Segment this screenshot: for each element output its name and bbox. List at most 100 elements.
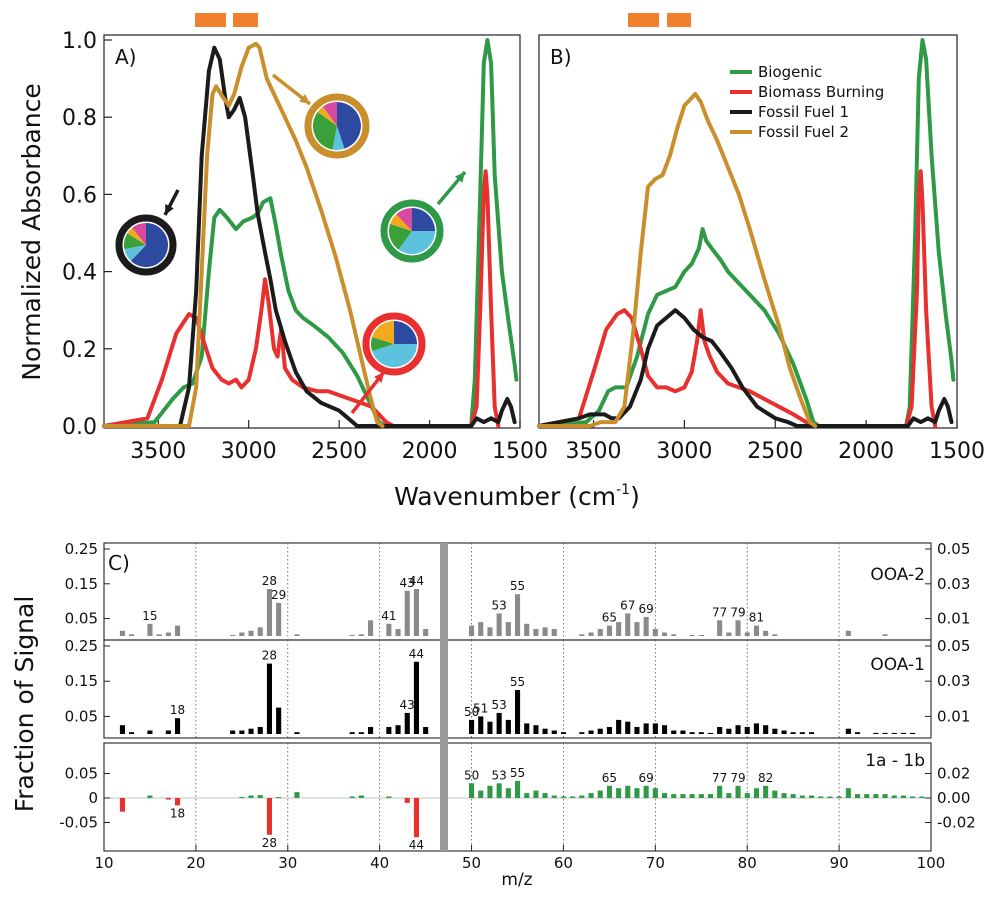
x-axis-title-base: Wavenumber (cm [394, 482, 616, 511]
x-tick-label-bottom: 70 [646, 854, 665, 872]
bar-mz-80 [744, 727, 750, 734]
bar-mz-59 [551, 629, 557, 636]
bar-mz-77 [717, 620, 723, 636]
bar-mz-87 [809, 795, 815, 798]
peak-label-mz-44: 44 [409, 647, 424, 661]
bar-mz-62 [579, 795, 585, 798]
peak-label-mz-50: 50 [464, 705, 479, 719]
bar-mz-57 [533, 725, 539, 734]
peak-label-mz-65: 65 [602, 771, 617, 785]
bar-mz-68 [634, 622, 640, 636]
peak-label-mz-41: 41 [381, 609, 396, 623]
bar-mz-72 [671, 634, 677, 636]
bar-mz-52 [487, 721, 493, 734]
bar-mz-70 [652, 629, 658, 636]
y-tick-label-right: 0.00 [937, 789, 970, 807]
x-tick-label: 2500 [747, 439, 803, 464]
pie-biogenic-slice [398, 231, 435, 254]
bar-mz-63 [588, 730, 594, 734]
pie-biomass-burning-slice [394, 321, 417, 344]
pie-fossil-fuel-2-slice [337, 102, 361, 149]
region-marker-1 [628, 13, 659, 27]
bar-mz-85 [790, 794, 796, 798]
series-line-biogenic [102, 38, 519, 428]
bar-mz-96 [891, 732, 897, 734]
peak-label-mz-18: 18 [170, 806, 185, 820]
bar-mz-67 [625, 721, 631, 734]
bar-mz-95 [882, 794, 888, 798]
bar-mz-99 [919, 796, 925, 798]
bar-mz-78 [726, 728, 732, 734]
bar-mz-54 [505, 622, 511, 636]
bar-mz-28 [266, 663, 272, 734]
x-tick-label-bottom: 30 [278, 854, 297, 872]
bar-mz-60 [560, 732, 566, 734]
bar-mz-94 [873, 794, 879, 798]
bar-mz-95 [882, 732, 888, 734]
y-tick-label-left: 0.05 [65, 610, 98, 628]
peak-label-mz-53: 53 [491, 598, 506, 612]
x-tick-label: 3500 [566, 439, 622, 464]
bar-mz-65 [606, 727, 612, 734]
bar-mz-29 [276, 797, 282, 798]
bar-mz-74 [689, 732, 695, 734]
bar-mz-91 [845, 630, 851, 636]
peak-label-mz-43: 43 [400, 576, 415, 590]
panel-c-title: C) [108, 551, 130, 575]
bar-mz-72 [671, 794, 677, 798]
bar-mz-63 [588, 632, 594, 636]
bar-mz-86 [799, 795, 805, 798]
bar-mz-70 [652, 788, 658, 798]
bar-mz-24 [230, 730, 236, 734]
peak-label-mz-28: 28 [262, 574, 277, 588]
region-marker-2 [667, 13, 691, 27]
y-tick-label-left: 0.05 [65, 765, 98, 783]
series-line-biomass-burning [537, 169, 938, 428]
bar-mz-53 [496, 613, 502, 636]
bar-mz-62 [579, 634, 585, 636]
panel-b-region-markers [628, 13, 691, 27]
bar-mz-58 [542, 793, 548, 798]
pie-fossil-fuel-2 [304, 93, 370, 159]
bar-mz-72 [671, 730, 677, 734]
subpanel-frame-1a-1b [103, 742, 932, 852]
bar-mz-91 [845, 788, 851, 798]
bar-mz-12 [119, 725, 125, 734]
panel-a-frame [103, 34, 521, 429]
panel-b-series [537, 38, 956, 428]
bar-mz-43 [404, 798, 410, 803]
bar-mz-53 [496, 783, 502, 798]
bar-mz-79 [735, 785, 741, 799]
y-tick-label-left: 0.05 [65, 707, 98, 725]
x-tick-label: 2500 [311, 439, 367, 464]
peak-label-mz-67: 67 [620, 598, 635, 612]
bar-mz-71 [662, 793, 668, 798]
bar-mz-86 [799, 732, 805, 734]
series-line-biogenic [537, 38, 956, 428]
arrow-biomass-burning [350, 370, 386, 415]
bar-mz-55 [515, 690, 521, 734]
bar-mz-77 [717, 785, 723, 799]
bar-mz-69 [643, 785, 649, 799]
bar-mz-41 [386, 727, 392, 734]
x-tick-label-bottom: 40 [370, 854, 389, 872]
x-axis-title-end: ) [630, 482, 640, 511]
bar-mz-82 [763, 785, 769, 799]
x-tick-label: 3000 [221, 439, 277, 464]
panel-b-title: B) [550, 45, 572, 69]
bar-mz-51 [478, 622, 484, 636]
bar-mz-24 [230, 635, 236, 636]
bar-mz-56 [524, 723, 530, 734]
bar-mz-66 [616, 719, 622, 734]
bar-mz-56 [524, 793, 530, 798]
arrow-fossil-fuel-2-head [299, 94, 310, 104]
bar-mz-93 [864, 794, 870, 798]
y-tick-label-right: 0.05 [937, 637, 970, 655]
peak-label-mz-51: 51 [473, 701, 488, 715]
bar-mz-31 [294, 792, 300, 798]
y-tick-label: 0.2 [62, 338, 97, 363]
bar-mz-87 [809, 732, 815, 734]
bar-mz-64 [597, 728, 603, 734]
peak-label-mz-43: 43 [400, 698, 415, 712]
bar-mz-67 [625, 785, 631, 799]
